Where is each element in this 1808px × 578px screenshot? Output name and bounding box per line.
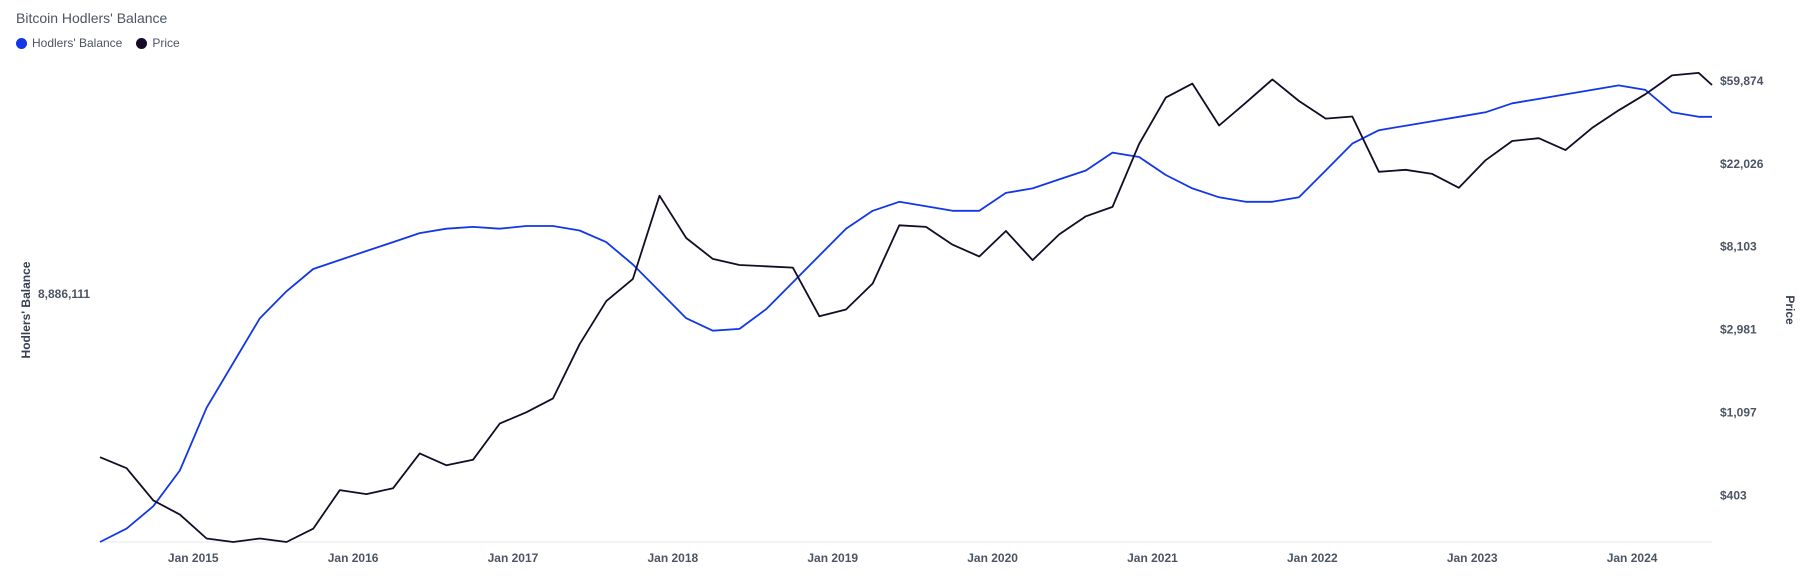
legend: Hodlers' Balance Price — [16, 36, 180, 50]
x-tick-label: Jan 2019 — [807, 551, 858, 565]
x-tick-label: Jan 2016 — [328, 551, 379, 565]
y-right-tick-label: $2,981 — [1720, 323, 1757, 337]
x-tick-label: Jan 2024 — [1607, 551, 1658, 565]
y-left-tick-label: 8,886,111 — [38, 287, 90, 301]
x-tick-label: Jan 2017 — [488, 551, 539, 565]
y-right-tick-label: $8,103 — [1720, 240, 1757, 254]
y-right-tick-label: $403 — [1720, 489, 1747, 503]
legend-item-hodlers[interactable]: Hodlers' Balance — [16, 36, 122, 50]
x-tick-label: Jan 2021 — [1127, 551, 1178, 565]
legend-label-hodlers: Hodlers' Balance — [32, 36, 123, 50]
series-line-price — [99, 72, 1713, 543]
x-tick-label: Jan 2023 — [1447, 551, 1498, 565]
legend-marker-hodlers — [16, 37, 27, 49]
x-tick-label: Jan 2022 — [1287, 551, 1338, 565]
x-tick-label: Jan 2020 — [967, 551, 1018, 565]
y-right-tick-label: $59,874 — [1720, 74, 1764, 88]
x-tick-label: Jan 2015 — [168, 551, 219, 565]
y-left-axis-title: Hodlers' Balance — [19, 261, 33, 358]
series-line-hodlers-balance — [99, 84, 1712, 543]
y-right-tick-label: $1,097 — [1720, 405, 1757, 419]
chart-title: Bitcoin Hodlers' Balance — [16, 10, 168, 26]
x-tick-label: Jan 2018 — [648, 551, 699, 565]
legend-marker-price — [136, 37, 148, 49]
y-right-tick-label: $22,026 — [1720, 157, 1764, 171]
legend-label-price: Price — [152, 36, 180, 50]
y-right-axis-title: Price — [1783, 295, 1797, 325]
legend-item-price[interactable]: Price — [136, 36, 180, 50]
